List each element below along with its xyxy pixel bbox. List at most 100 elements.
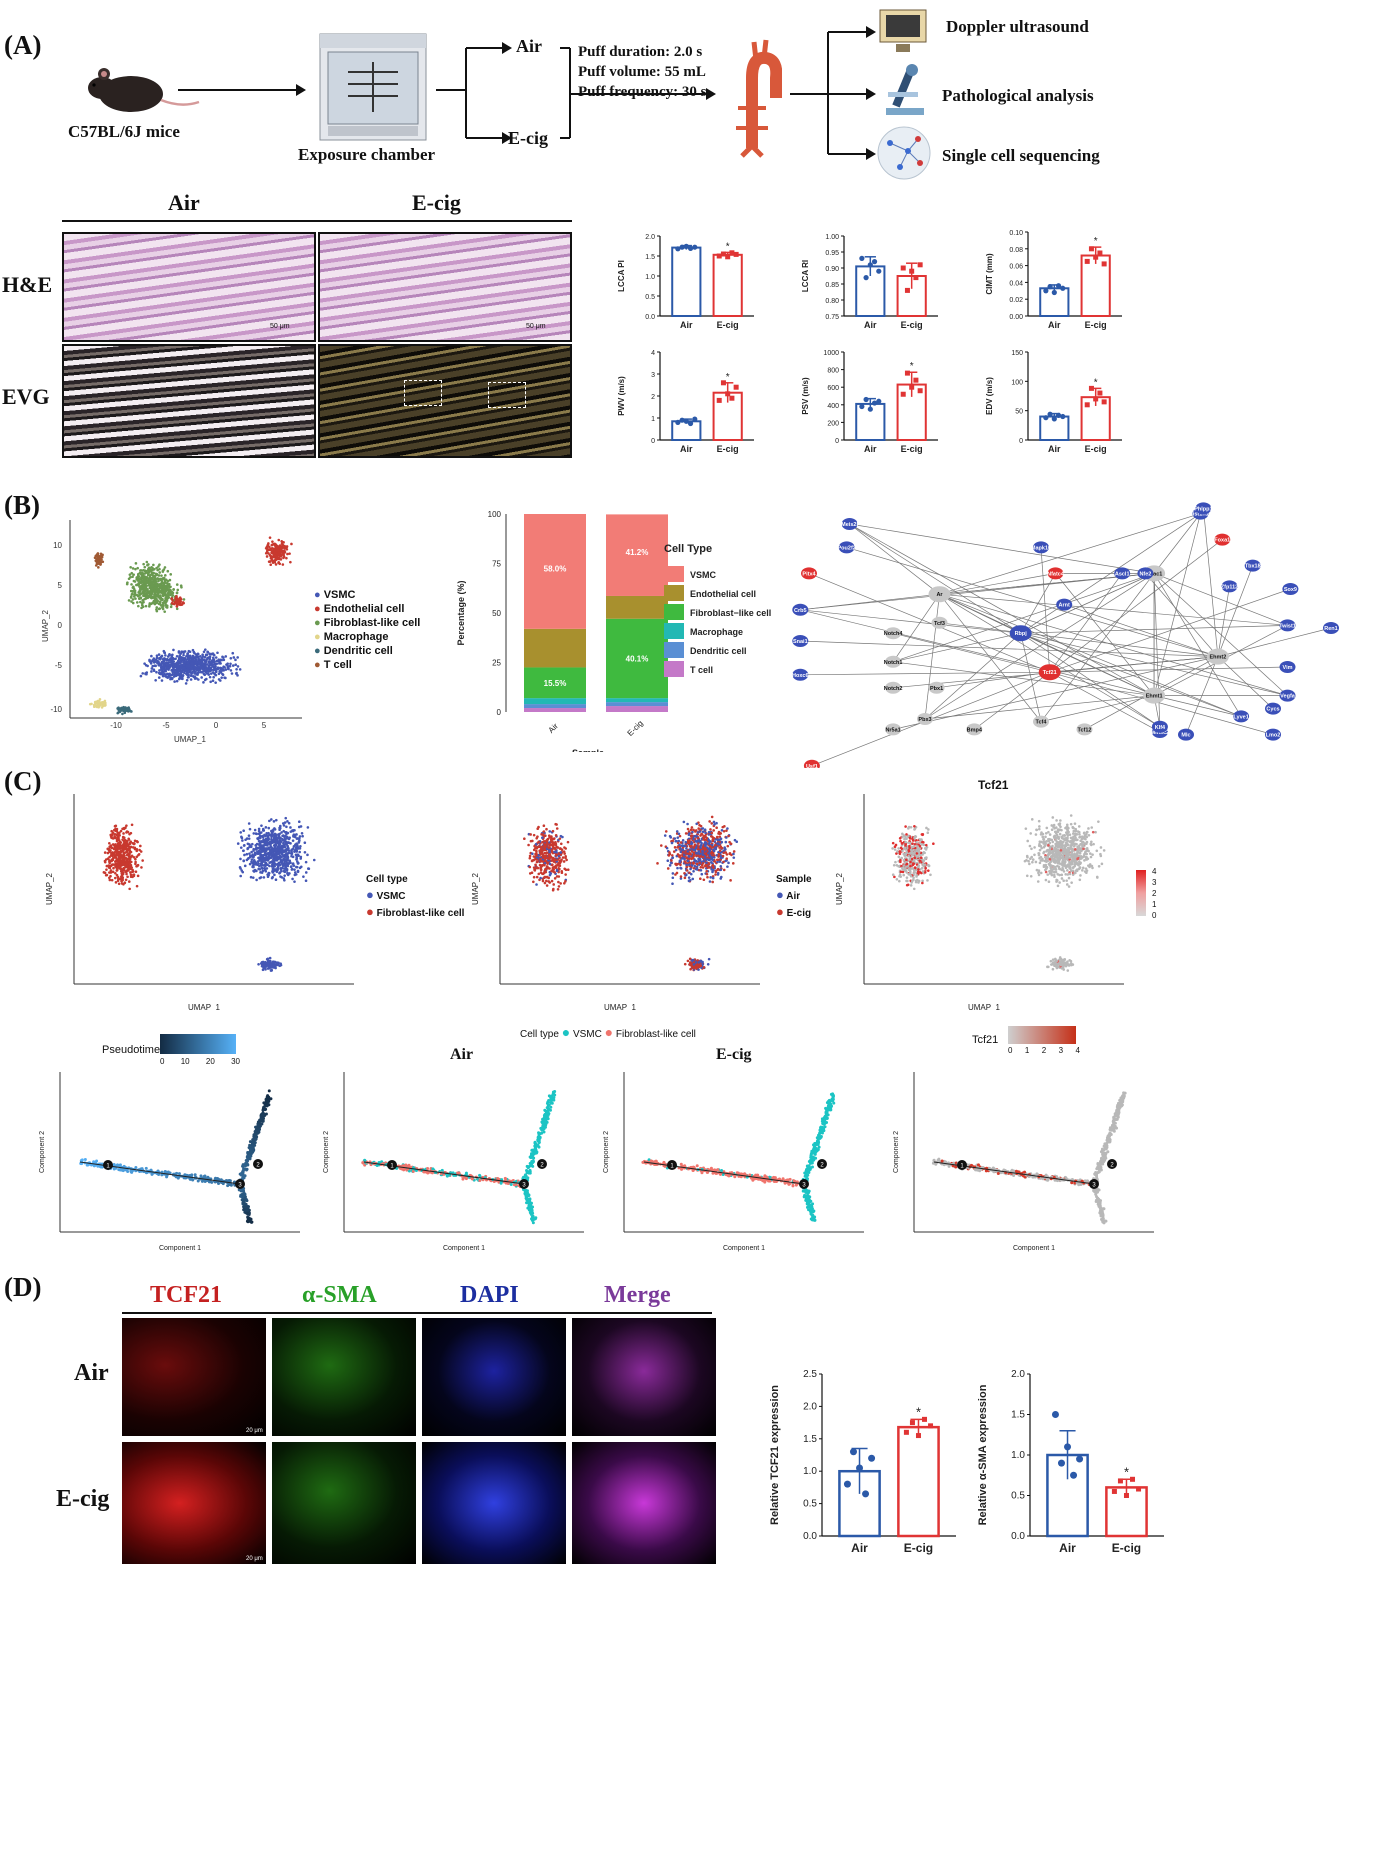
network-edge (1153, 513, 1201, 696)
cell-point (211, 652, 214, 655)
cell-point (700, 872, 704, 876)
network-edge (939, 593, 1161, 728)
cell-point (921, 879, 924, 883)
cell-point (913, 856, 917, 860)
cell-point (219, 679, 222, 682)
cell-point (201, 667, 204, 670)
cell-point (530, 859, 534, 863)
cell-point (901, 849, 904, 853)
cell-point (113, 856, 116, 859)
cell-point (238, 668, 242, 671)
cell-point (251, 842, 254, 846)
cell-point (125, 844, 129, 848)
cell-point (701, 855, 705, 859)
cell-point (118, 707, 122, 710)
cell-point (92, 703, 96, 707)
cell-point (703, 842, 706, 845)
cell-point (699, 877, 702, 880)
cell-point (545, 875, 549, 879)
cell-point (687, 876, 691, 879)
cell-point (141, 859, 144, 862)
cell-point (175, 595, 178, 598)
cell-point (293, 871, 297, 874)
cell-point (290, 867, 294, 871)
cell-point (905, 833, 908, 836)
cell-point (528, 854, 532, 858)
bar-segment (524, 667, 586, 699)
tick-label: -5 (162, 721, 170, 730)
cell-point (150, 587, 154, 591)
cell-point (669, 836, 673, 839)
cell-point (678, 854, 682, 857)
data-point (1088, 385, 1094, 391)
data-label: 40.1% (626, 654, 649, 663)
cell-point (539, 871, 543, 874)
cell-point (267, 846, 270, 850)
cell-point (264, 847, 268, 850)
cell-point (168, 582, 171, 586)
cell-point (184, 668, 188, 672)
cell-point (157, 579, 160, 583)
cell-point (677, 832, 681, 836)
cell-point (127, 880, 131, 883)
cell-point (915, 840, 918, 844)
cell-point (151, 664, 154, 668)
cell-point (111, 870, 115, 874)
cell-point (707, 862, 711, 866)
cell-point (155, 654, 159, 658)
cell-point (130, 583, 133, 586)
data-point (904, 370, 910, 376)
cell-point (711, 876, 715, 880)
cell-point (122, 866, 126, 870)
cell-point (541, 836, 544, 840)
cell-point (717, 855, 720, 858)
cell-point (260, 847, 264, 851)
group-ecig: E-cig (508, 128, 548, 148)
cell-point (211, 656, 215, 660)
cell-point (683, 853, 686, 857)
cell-point (115, 838, 119, 841)
y-axis-label: UMAP_2 (471, 872, 480, 905)
cell-point (236, 842, 240, 845)
cell-point (144, 576, 147, 580)
cell-point (140, 866, 143, 869)
cell-point (306, 826, 310, 829)
cell-point (689, 867, 692, 871)
cell-point (551, 841, 555, 844)
data-point (687, 420, 694, 427)
node-label: Notch1 (884, 660, 903, 666)
cell-point (132, 855, 136, 859)
node-label: Ascl1 (1115, 571, 1130, 577)
cell-point (683, 857, 686, 861)
cell-point (151, 580, 154, 584)
cell-point (130, 571, 134, 575)
network-node (1076, 723, 1093, 736)
bar-segment (524, 698, 586, 705)
node-label: Mmsc2 (1151, 730, 1170, 736)
cell-point (208, 658, 211, 661)
node-label: Pou2f2 (838, 545, 856, 551)
network-edge (800, 609, 1155, 696)
cell-point (160, 584, 164, 588)
cell-point (253, 851, 257, 855)
cell-point (713, 823, 716, 826)
cell-point (200, 656, 203, 660)
network-edge (1049, 656, 1218, 673)
data-point (900, 265, 906, 271)
cell-point (698, 830, 702, 833)
cell-point (105, 868, 108, 871)
cell-point (555, 823, 558, 826)
cell-point (181, 674, 185, 677)
network-node (1137, 567, 1154, 580)
cell-point (708, 820, 711, 823)
cell-point (541, 872, 545, 876)
cell-point (227, 667, 230, 671)
cell-point (289, 560, 292, 564)
cell-point (701, 861, 705, 865)
cell-point (544, 867, 547, 871)
cell-point (560, 871, 564, 875)
cell-point (303, 850, 307, 854)
node-label: Vim (1283, 665, 1293, 671)
cell-point (197, 670, 201, 674)
cell-point (910, 857, 914, 861)
